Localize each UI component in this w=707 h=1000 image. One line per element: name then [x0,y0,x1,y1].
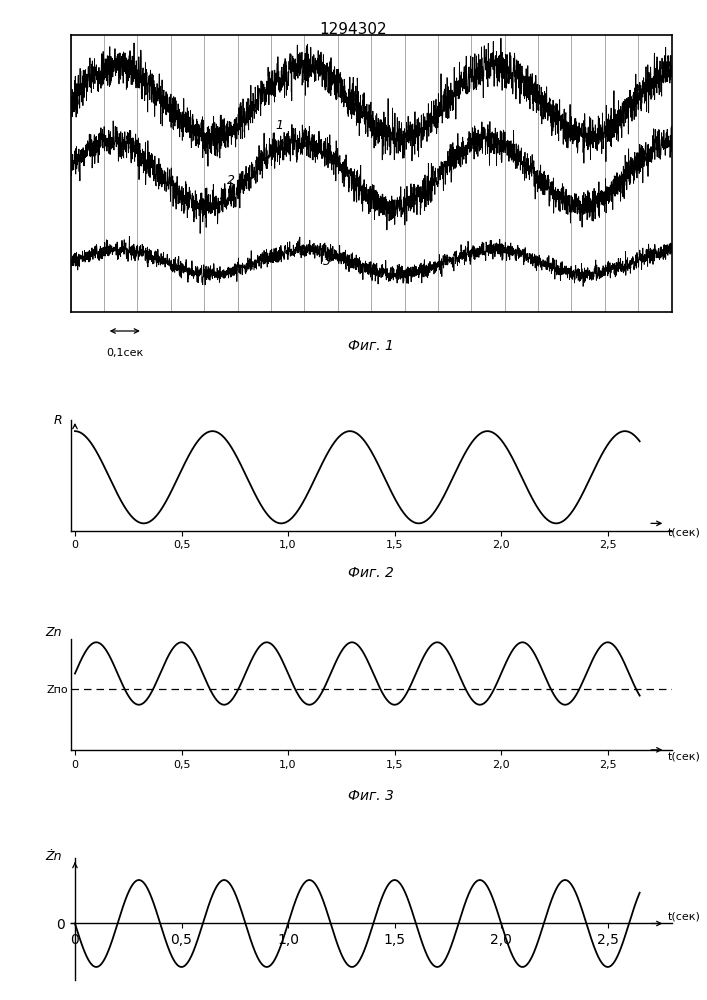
Text: t(сек): t(сек) [667,527,700,537]
Text: t(сек): t(сек) [667,911,700,921]
Text: t(сек): t(сек) [667,752,700,762]
Text: 2: 2 [227,174,235,187]
Text: 1294302: 1294302 [320,22,387,37]
Text: 0,1сек: 0,1сек [106,348,144,358]
Text: Фиг. 2: Фиг. 2 [349,566,394,580]
Text: Żn: Żn [46,850,62,863]
Text: Zn: Zn [46,626,62,639]
Text: Фиг. 3: Фиг. 3 [349,789,394,803]
Text: R: R [54,414,62,427]
Text: Фиг. 1: Фиг. 1 [349,339,394,353]
Text: 1: 1 [275,119,283,132]
Text: 3: 3 [323,255,331,268]
